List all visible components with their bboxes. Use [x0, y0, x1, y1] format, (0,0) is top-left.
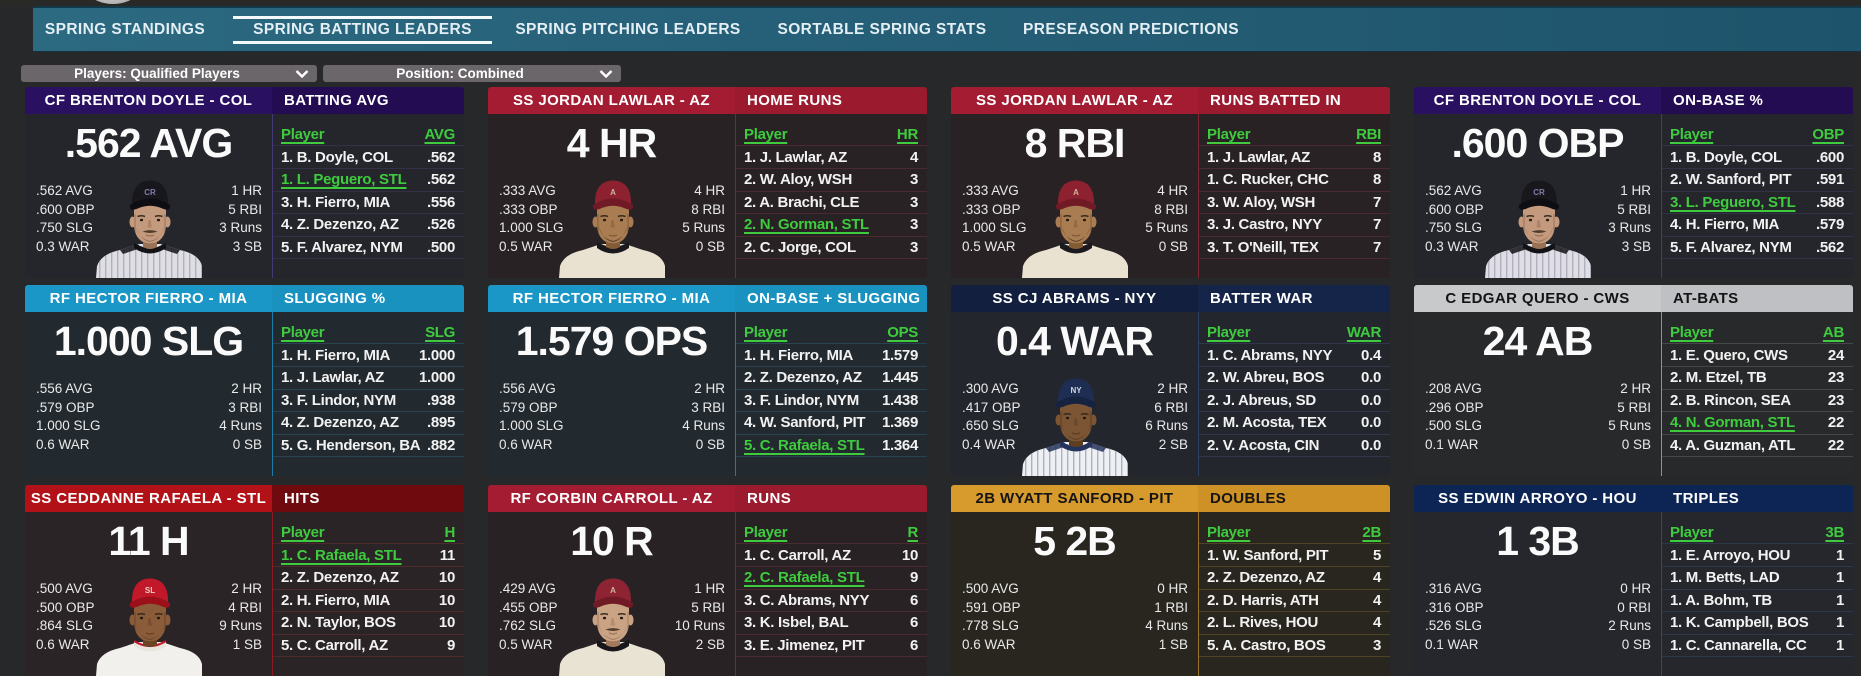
svg-text:A: A	[610, 188, 616, 197]
svg-text:A: A	[1073, 188, 1079, 197]
svg-text:CR: CR	[144, 188, 156, 197]
svg-text:NY: NY	[1070, 386, 1082, 395]
svg-text:CR: CR	[1533, 188, 1545, 197]
svg-text:A: A	[610, 586, 616, 595]
svg-text:SL: SL	[145, 586, 155, 595]
